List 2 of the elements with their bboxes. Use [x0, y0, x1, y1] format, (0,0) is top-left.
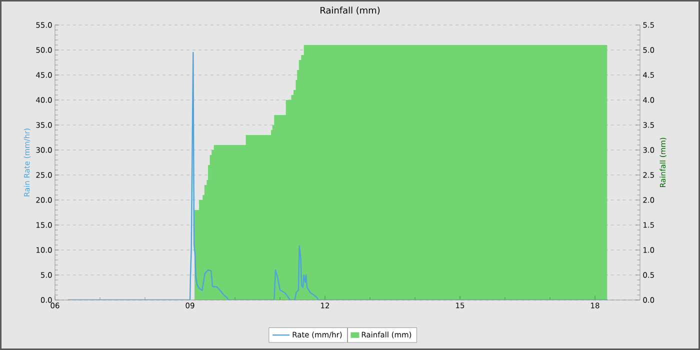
chart-title: Rainfall (mm) [320, 6, 380, 15]
line-series [67, 52, 608, 300]
